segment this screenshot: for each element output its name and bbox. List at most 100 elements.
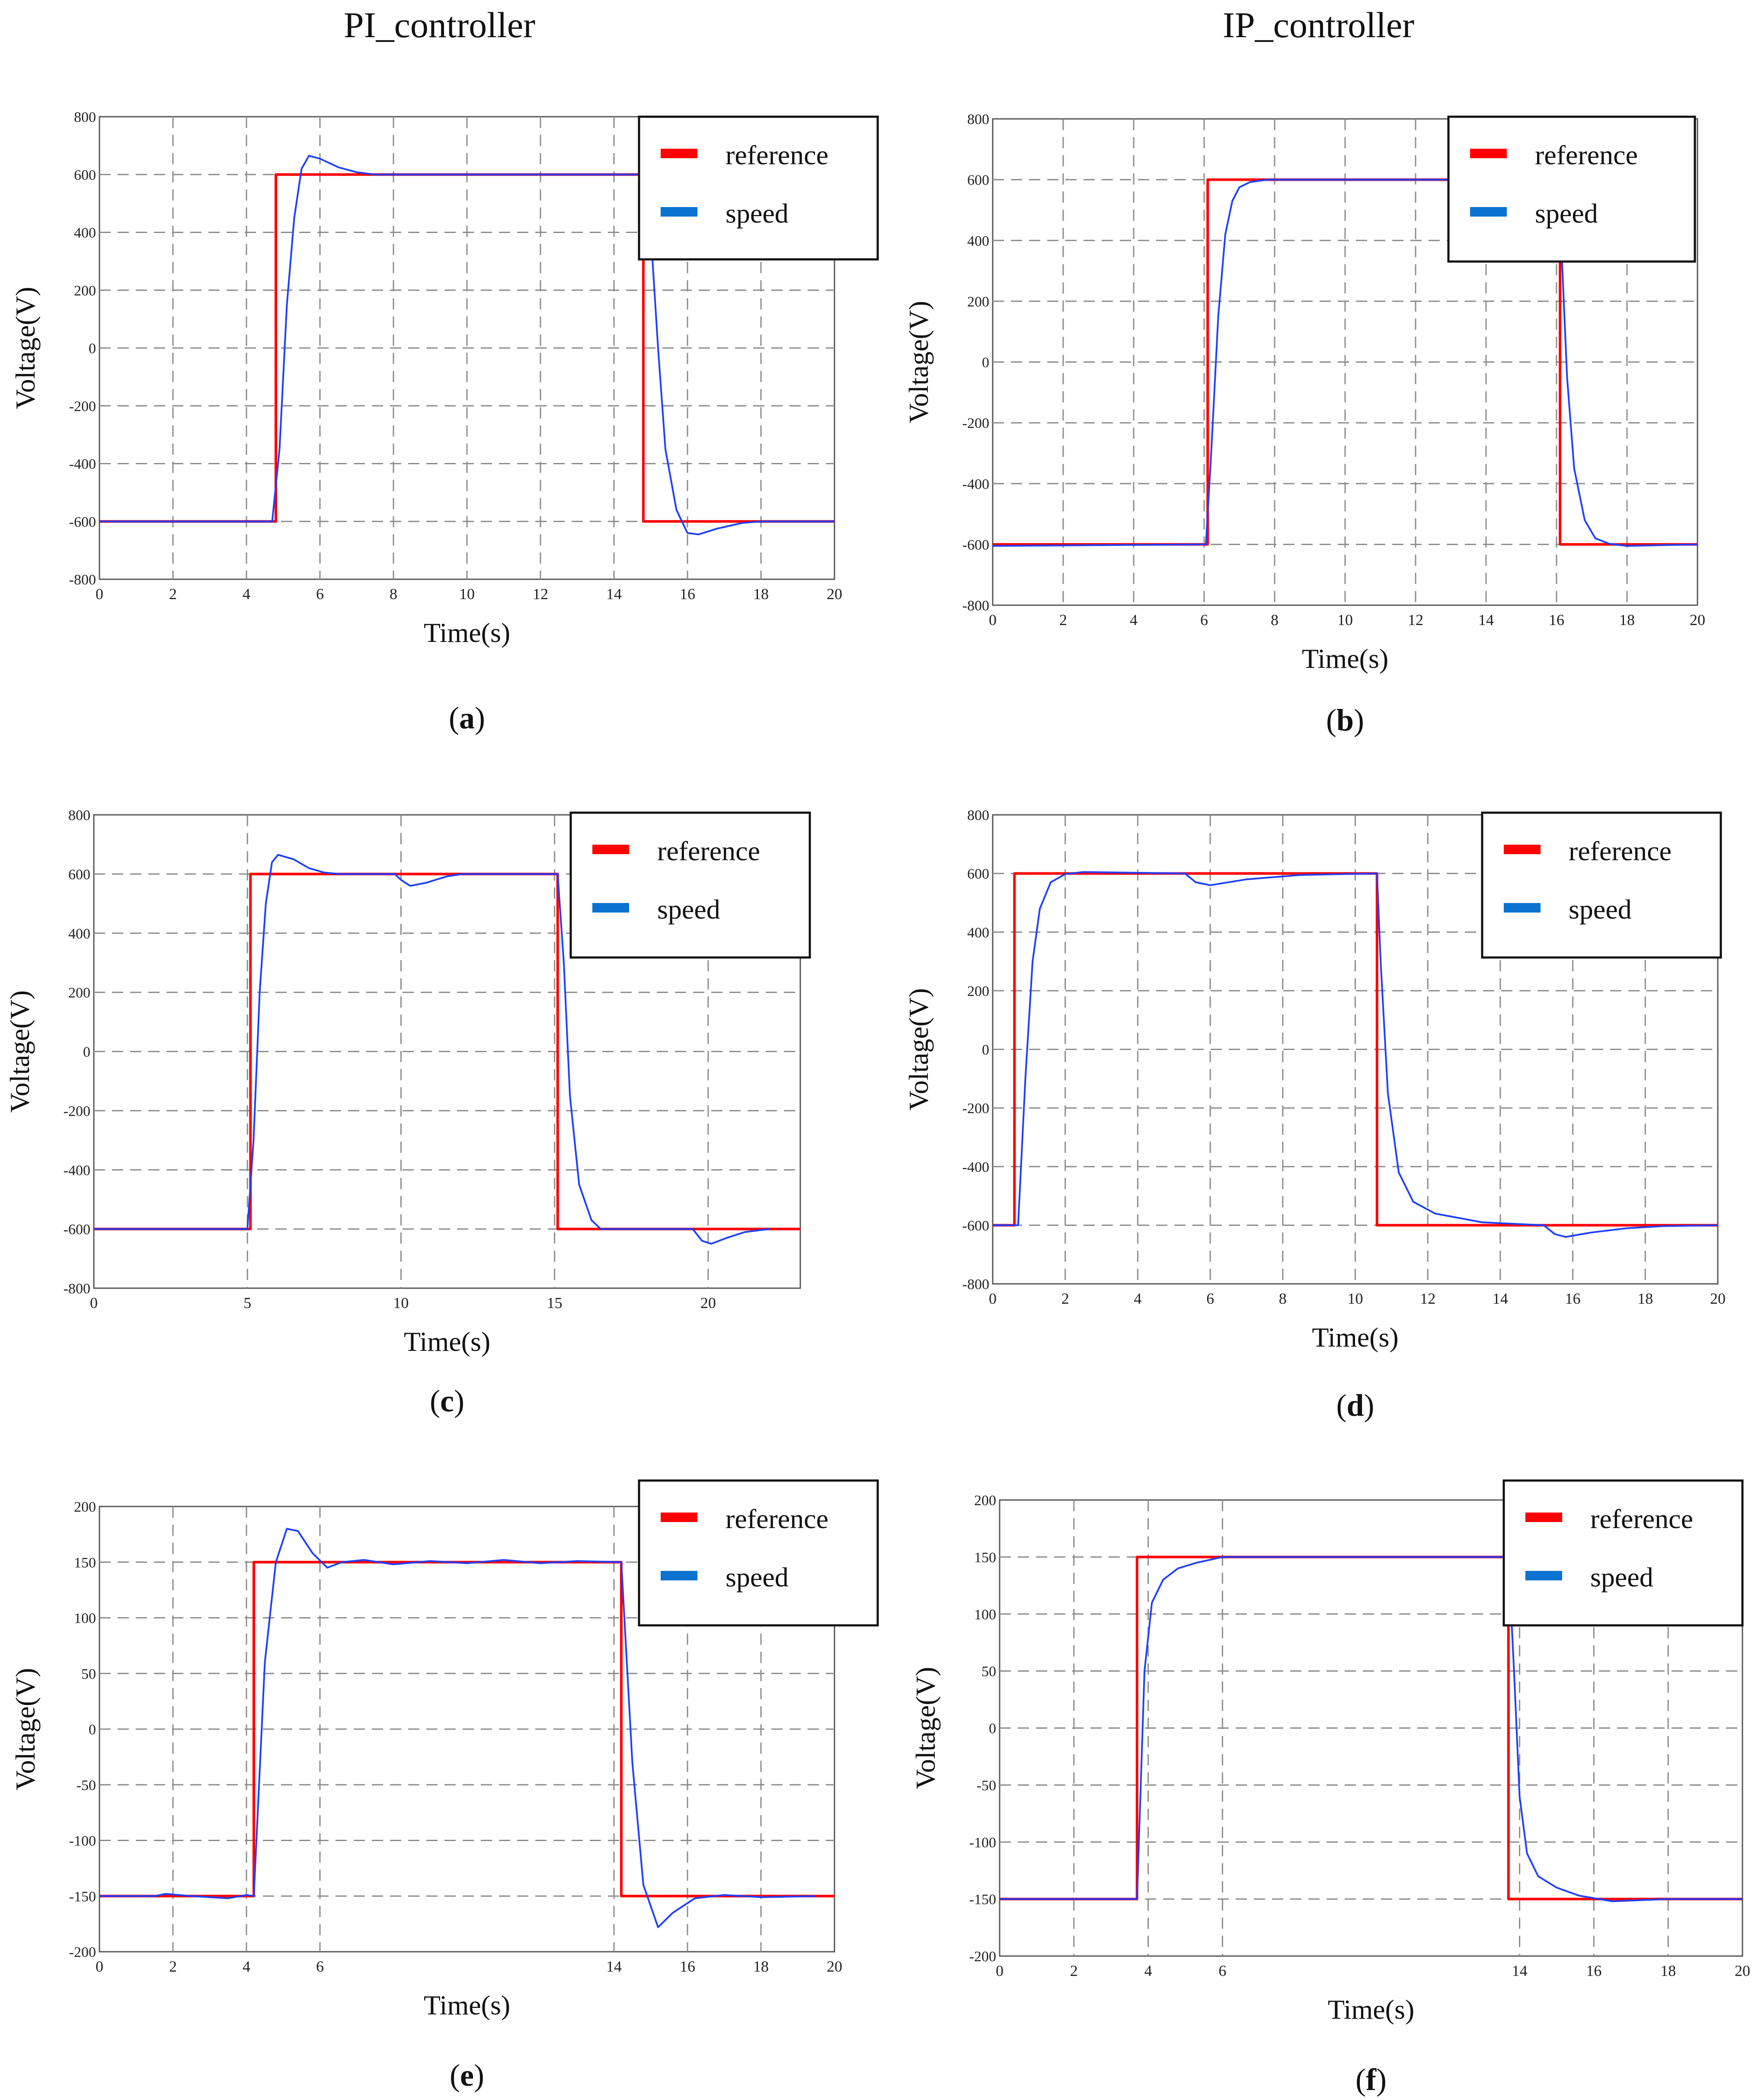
legend-swatch-reference	[592, 845, 629, 854]
y-tick-label: 150	[974, 1550, 996, 1566]
panel-letter: c	[440, 1384, 454, 1418]
legend-box	[638, 115, 879, 261]
y-tick-label: -800	[64, 1281, 90, 1297]
y-tick-label: -150	[69, 1889, 96, 1905]
x-axis-label: Time(s)	[424, 1990, 510, 2020]
y-tick-label: 800	[967, 112, 989, 128]
x-tick-label: 10	[393, 1294, 409, 1312]
x-tick-label: 2	[169, 1958, 177, 1975]
x-tick-label: 16	[680, 1958, 695, 1975]
y-tick-label: -800	[962, 1277, 989, 1293]
x-tick-label: 8	[1279, 1290, 1287, 1307]
legend-swatch-reference	[661, 149, 697, 158]
y-tick-label: 50	[981, 1664, 996, 1680]
legend-box	[1502, 1479, 1744, 1627]
chart-panel-d: 0 2 4 6 8 10 12 14 16 18 20 800 600 400 200 0 -200 -400 -6…	[903, 807, 1726, 1423]
y-tick-label: -800	[69, 572, 96, 588]
y-tick-label: 0	[982, 355, 989, 371]
panel-letter: b	[1336, 703, 1354, 737]
x-tick-label: 14	[606, 1958, 622, 1975]
legend-swatch-speed	[1504, 903, 1541, 913]
y-tick-label: 100	[74, 1611, 96, 1627]
y-axis-label: Voltage(V)	[10, 287, 41, 409]
x-tick-label: 12	[533, 585, 548, 603]
x-tick-label: 15	[547, 1294, 563, 1312]
x-tick-label: 14	[606, 585, 622, 603]
legend-label-speed: speed	[1569, 894, 1632, 925]
y-tick-label: 200	[74, 283, 96, 299]
chart-panel-e: 0 2 4 6 14 16 18 20 200 150 100 50 0 -50 -100 -150 -200 T…	[10, 1479, 879, 2093]
x-tick-label: 16	[680, 585, 695, 603]
x-tick-label: 8	[1271, 611, 1279, 629]
x-tick-label: 2	[1070, 1962, 1078, 1979]
x-axis-label: Time(s)	[1328, 1994, 1414, 2025]
legend-swatch-reference	[1470, 149, 1507, 158]
y-tick-label: 0	[89, 1722, 96, 1738]
series-line-speed	[1000, 1556, 1742, 1902]
legend: reference speed	[569, 811, 811, 959]
y-tick-label: -400	[69, 456, 96, 472]
legend-swatch-reference	[1525, 1513, 1562, 1522]
y-tick-label: -400	[962, 476, 989, 492]
legend-label-reference: reference	[1569, 836, 1672, 866]
y-tick-label: -200	[69, 399, 96, 415]
legend-label-reference: reference	[1535, 140, 1638, 170]
y-tick-label: 100	[974, 1607, 996, 1623]
legend-label-speed: speed	[726, 198, 789, 229]
x-tick-label: 10	[1348, 1290, 1363, 1307]
y-tick-label: 0	[989, 1721, 996, 1737]
y-tick-label: 200	[68, 985, 90, 1001]
x-tick-label: 20	[827, 1958, 842, 1975]
legend: reference speed	[1481, 811, 1722, 959]
y-tick-label: 600	[967, 172, 989, 188]
x-tick-label: 6	[1206, 1290, 1214, 1307]
x-tick-label: 6	[316, 1958, 324, 1975]
y-axis-label: Voltage(V)	[4, 990, 35, 1113]
x-tick-label: 12	[1420, 1290, 1435, 1307]
x-tick-label: 18	[1637, 1290, 1653, 1307]
y-tick-label: 200	[967, 983, 989, 999]
series-line-speed	[992, 179, 1698, 547]
y-tick-label: 50	[81, 1666, 96, 1682]
x-tick-label: 8	[390, 585, 397, 603]
y-tick-label: -600	[962, 1218, 989, 1234]
x-tick-label: 2	[169, 585, 177, 603]
x-tick-label: 4	[243, 1958, 250, 1975]
y-tick-label: 800	[68, 807, 90, 823]
legend-label-reference: reference	[726, 1503, 828, 1534]
y-tick-label: -50	[977, 1778, 996, 1794]
series-line-speed	[993, 871, 1718, 1238]
x-tick-label: 20	[700, 1294, 716, 1312]
y-axis-label: Voltage(V)	[903, 301, 934, 423]
panel-caption: (a)	[449, 701, 485, 735]
legend-label-reference: reference	[657, 836, 760, 866]
x-axis-label: Time(s)	[404, 1326, 490, 1357]
x-axis-label: Time(s)	[424, 617, 510, 648]
legend-swatch-reference	[661, 1513, 697, 1522]
y-tick-label: -50	[77, 1778, 96, 1794]
x-tick-label: 0	[90, 1294, 98, 1312]
x-tick-label: 4	[1134, 1290, 1141, 1307]
panel-caption: (b)	[1326, 703, 1364, 737]
y-tick-label: -100	[969, 1835, 996, 1851]
y-tick-label: 200	[974, 1493, 996, 1509]
x-tick-label: 18	[753, 1958, 769, 1975]
x-tick-label: 4	[1144, 1962, 1152, 1979]
chart-panel-f: 0 2 4 6 14 16 18 20 200 150 100 50 0 -50 -100 -150 -200 T…	[910, 1479, 1750, 2097]
x-tick-label: 0	[96, 1958, 103, 1975]
x-tick-label: 0	[996, 1962, 1004, 1979]
series-line-speed	[99, 155, 834, 536]
legend-label-speed: speed	[657, 894, 720, 925]
x-tick-label: 14	[1478, 611, 1494, 629]
x-tick-label: 0	[989, 1290, 997, 1307]
y-tick-label: -100	[69, 1833, 96, 1849]
legend-box	[1447, 115, 1696, 263]
y-tick-label: -600	[69, 514, 96, 530]
x-tick-label: 18	[1660, 1962, 1676, 1979]
legend-label-reference: reference	[1590, 1503, 1693, 1534]
x-tick-label: 6	[1218, 1962, 1226, 1979]
x-tick-label: 14	[1493, 1290, 1508, 1307]
y-tick-label: 600	[967, 866, 989, 882]
y-tick-label: 400	[68, 926, 90, 942]
